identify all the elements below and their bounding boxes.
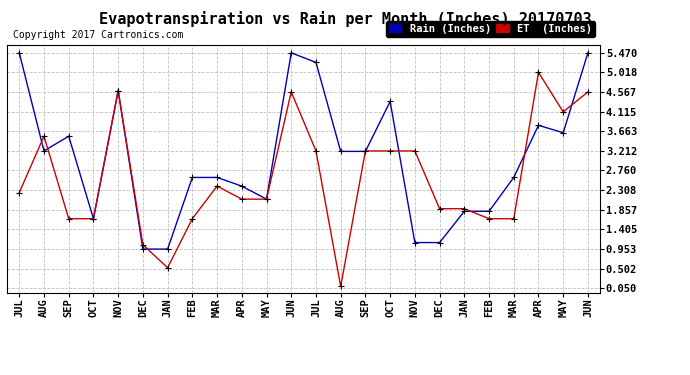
- Text: Evapotranspiration vs Rain per Month (Inches) 20170703: Evapotranspiration vs Rain per Month (In…: [99, 11, 591, 27]
- Legend: Rain (Inches), ET  (Inches): Rain (Inches), ET (Inches): [386, 21, 595, 37]
- Text: Copyright 2017 Cartronics.com: Copyright 2017 Cartronics.com: [13, 30, 184, 40]
